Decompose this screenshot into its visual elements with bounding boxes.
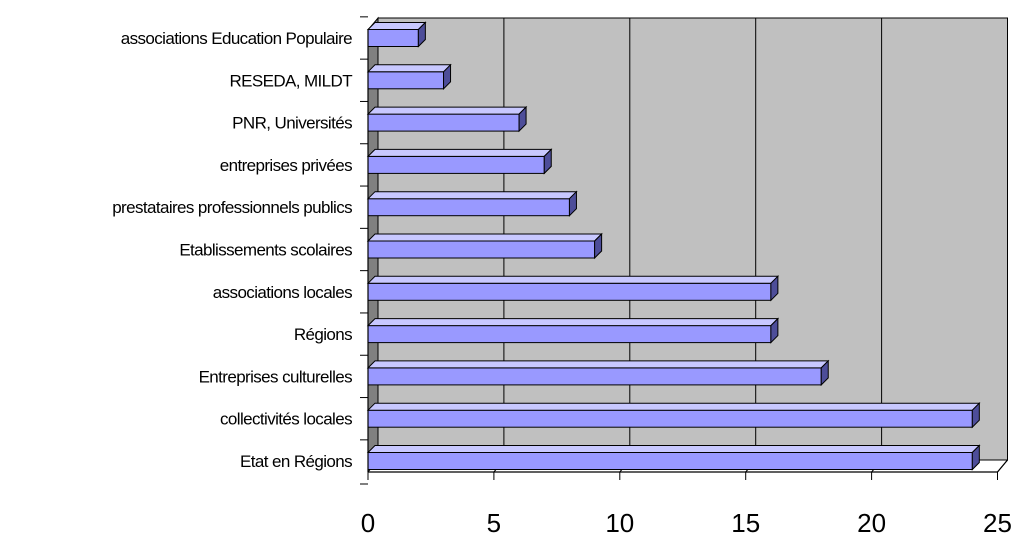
bar-top — [366, 148, 553, 157]
bar-top — [366, 106, 528, 115]
bar-side — [568, 190, 577, 217]
bar-top — [366, 318, 780, 327]
bar — [366, 63, 452, 91]
bar-side — [594, 232, 603, 260]
axes — [360, 16, 1008, 485]
bar-top — [366, 360, 830, 369]
bar — [366, 444, 981, 471]
x-tick-label: 0 — [361, 508, 375, 538]
bar-side — [971, 444, 980, 471]
bar — [366, 232, 603, 260]
bar-side — [543, 148, 552, 175]
category-label: Etablissements scolaires — [179, 241, 352, 260]
bar-side — [770, 275, 779, 302]
bar-top — [366, 64, 452, 73]
bar — [366, 317, 780, 344]
bars — [366, 21, 981, 471]
category-label: Etat en Régions — [240, 452, 352, 471]
bar — [366, 148, 553, 175]
bar-top — [366, 445, 981, 453]
bar-top — [366, 275, 780, 284]
bar — [366, 275, 780, 302]
bar-side — [518, 105, 527, 133]
bar-top — [366, 233, 603, 242]
bar-side — [417, 21, 426, 48]
bar-side — [820, 359, 829, 387]
category-label: associations locales — [213, 283, 352, 302]
category-label: associations Education Populaire — [121, 29, 352, 48]
bar-top — [366, 402, 981, 411]
bar — [366, 401, 981, 429]
bar — [366, 190, 578, 217]
bar-top — [366, 191, 578, 200]
bar-front — [367, 409, 973, 428]
bar-front — [367, 155, 545, 174]
category-label: collectivités locales — [220, 410, 352, 429]
category-labels: associations Education Populaire RESEDA, … — [112, 29, 353, 471]
category-label: Régions — [294, 325, 352, 344]
x-tick-label: 10 — [605, 508, 634, 538]
category-label: Entreprises culturelles — [199, 367, 353, 386]
category-label: entreprises privées — [220, 156, 352, 175]
category-label: prestataires professionnels publics — [112, 198, 352, 217]
bar-side — [971, 401, 980, 429]
category-label: PNR, Universités — [232, 114, 352, 133]
category-label: RESEDA, MILDT — [229, 71, 352, 90]
x-tick-label: 25 — [983, 508, 1012, 538]
x-tick-label: 20 — [857, 508, 886, 538]
bar-top — [366, 22, 427, 30]
bar — [366, 21, 427, 48]
bar-side — [443, 63, 452, 91]
bar-front — [367, 71, 445, 90]
bar-front — [367, 282, 772, 301]
bar-front — [367, 29, 419, 47]
floor-edge — [997, 459, 1008, 473]
bar-front — [367, 452, 973, 470]
tick-labels: 0 5 10 15 20 25 — [361, 508, 1012, 538]
x-tick-label: 15 — [731, 508, 760, 538]
bar-front — [367, 240, 596, 259]
bar-front — [367, 113, 520, 132]
bar-front — [367, 198, 570, 217]
bar-front — [367, 367, 822, 386]
bar — [366, 359, 830, 387]
bar — [366, 105, 528, 133]
bar-side — [770, 317, 779, 344]
x-tick-label: 5 — [487, 508, 501, 538]
bar-front — [367, 325, 772, 344]
